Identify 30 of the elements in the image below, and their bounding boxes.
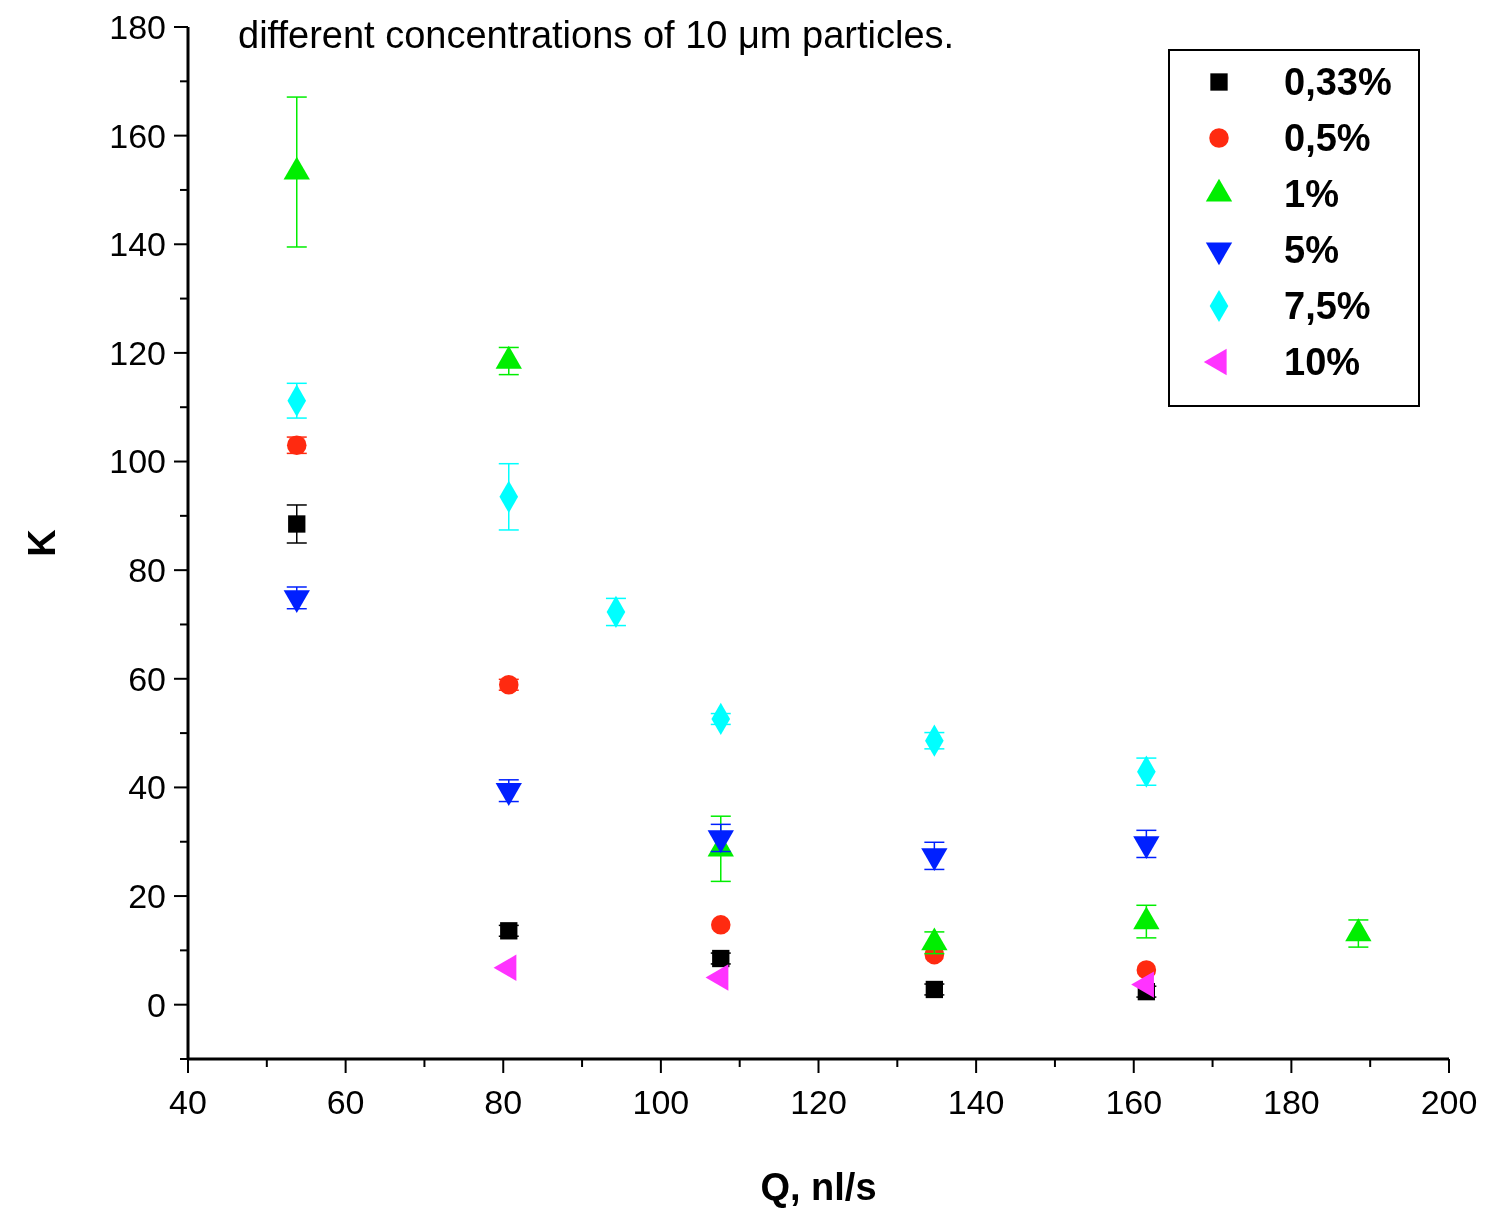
y-tick-label: 120: [109, 333, 166, 372]
x-tick-label: 100: [632, 1083, 690, 1121]
y-tick-label: 40: [128, 768, 166, 807]
x-tick-label: 160: [1105, 1083, 1163, 1121]
legend-label: 7,5%: [1284, 285, 1371, 328]
legend-label: 1%: [1284, 173, 1339, 216]
chart-title: different concentrations of 10 μm particles.: [238, 14, 955, 56]
legend-label: 0,33%: [1284, 61, 1392, 104]
y-tick-label: 0: [147, 985, 166, 1024]
x-tick-label: 60: [326, 1083, 365, 1121]
x-tick-label: 120: [790, 1083, 847, 1121]
legend-label: 5%: [1284, 229, 1339, 272]
x-tick-label: 40: [169, 1083, 207, 1121]
x-tick-label: 80: [484, 1083, 523, 1121]
y-tick-label: 80: [128, 551, 166, 590]
y-tick-label: 100: [109, 442, 166, 481]
x-tick-label: 180: [1263, 1083, 1320, 1121]
y-axis-title: K: [21, 528, 63, 557]
y-tick-label: 140: [109, 225, 166, 264]
x-tick-label: 200: [1420, 1083, 1478, 1121]
legend-label: 10%: [1284, 341, 1361, 384]
y-tick-label: 160: [109, 116, 166, 155]
legend-label: 0,5%: [1284, 117, 1371, 160]
y-tick-label: 20: [128, 876, 166, 915]
x-axis-title: Q, nl/s: [760, 1166, 877, 1208]
point: [711, 915, 731, 935]
x-tick-label: 140: [947, 1083, 1005, 1121]
y-tick-label: 180: [109, 7, 166, 46]
point: [288, 515, 306, 533]
y-tick-label: 60: [128, 659, 166, 698]
